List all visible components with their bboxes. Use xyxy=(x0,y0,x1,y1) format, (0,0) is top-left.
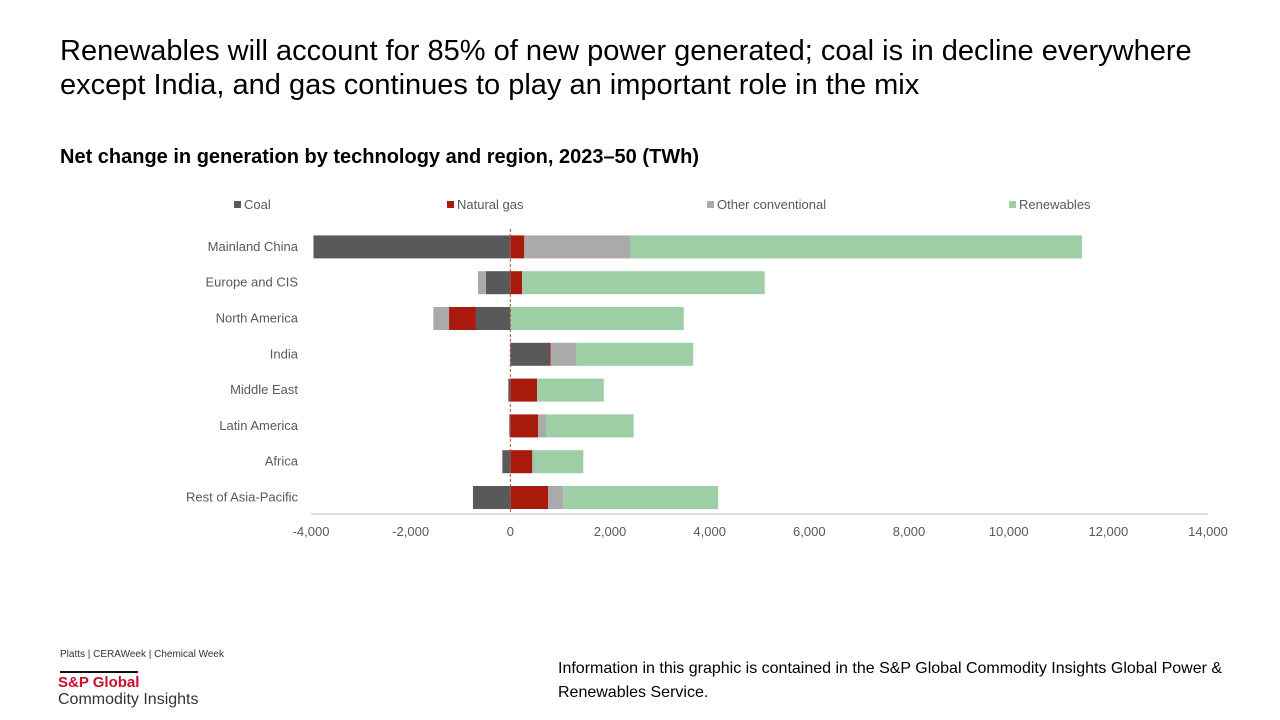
bar-natural-gas xyxy=(510,271,523,295)
category-label: India xyxy=(270,346,299,361)
x-tick-label: 6,000 xyxy=(793,524,826,539)
x-tick-label: 14,000 xyxy=(1188,524,1228,539)
bar-natural-gas xyxy=(510,414,539,438)
legend-swatch-natural-gas xyxy=(447,201,454,208)
bar-natural-gas xyxy=(510,378,537,402)
bar-natural-gas xyxy=(510,486,549,509)
bar-coal xyxy=(472,486,511,509)
bar-other-conventional xyxy=(524,235,631,259)
legend-swatch-coal xyxy=(234,201,241,208)
x-tick-label: 0 xyxy=(507,524,514,539)
bar-other-conventional xyxy=(433,307,450,330)
bar-natural-gas xyxy=(449,307,476,330)
bar-other-conventional xyxy=(550,342,577,366)
bar-natural-gas xyxy=(510,450,533,474)
logo-divider xyxy=(60,671,138,673)
category-label: Latin America xyxy=(219,418,299,433)
bar-renewables xyxy=(522,271,765,295)
bar-coal xyxy=(485,271,511,295)
bar-renewables xyxy=(576,342,694,366)
category-label: Middle East xyxy=(230,382,298,397)
slide-title: Renewables will account for 85% of new p… xyxy=(60,35,1192,101)
bar-renewables xyxy=(533,450,584,474)
category-label: Mainland China xyxy=(208,239,299,254)
bar-other-conventional xyxy=(477,271,486,295)
legend-label: Coal xyxy=(244,197,271,212)
source-note: Information in this graphic is contained… xyxy=(558,660,1223,701)
legend-label: Other conventional xyxy=(717,197,826,212)
legend-label: Natural gas xyxy=(457,197,524,212)
bar-other-conventional xyxy=(532,450,534,474)
logo-commodity-insights: Commodity Insights xyxy=(58,691,199,708)
category-label: North America xyxy=(216,311,299,326)
x-tick-label: 8,000 xyxy=(893,524,926,539)
bar-coal xyxy=(510,342,550,366)
category-label: Africa xyxy=(265,454,299,469)
bar-renewables xyxy=(510,307,684,330)
legend-label: Renewables xyxy=(1019,197,1091,212)
legend-swatch-renewables xyxy=(1009,201,1016,208)
bar-other-conventional xyxy=(548,486,564,509)
x-tick-label: 4,000 xyxy=(693,524,726,539)
bar-renewables xyxy=(536,378,604,402)
x-tick-label: 2,000 xyxy=(594,524,627,539)
x-tick-label: -4,000 xyxy=(293,524,330,539)
legend-swatch-other-conventional xyxy=(707,201,714,208)
brand-list: Platts | CERAWeek | Chemical Week xyxy=(60,649,224,660)
bar-coal xyxy=(313,235,511,259)
bar-natural-gas xyxy=(549,342,551,366)
bar-renewables xyxy=(545,414,634,438)
bar-coal xyxy=(475,307,511,330)
bar-renewables xyxy=(630,235,1082,259)
bar-natural-gas xyxy=(510,235,525,259)
chart-title: Net change in generation by technology a… xyxy=(60,146,699,168)
category-label: Europe and CIS xyxy=(205,275,298,290)
bar-coal xyxy=(508,378,511,402)
bar-renewables xyxy=(563,486,719,509)
x-tick-label: 10,000 xyxy=(989,524,1029,539)
logo-sp-global: S&P Global xyxy=(58,674,140,691)
bar-other-conventional xyxy=(538,414,546,438)
bar-coal xyxy=(502,450,511,474)
category-label: Rest of Asia-Pacific xyxy=(186,490,298,505)
x-tick-label: 12,000 xyxy=(1088,524,1128,539)
x-tick-label: -2,000 xyxy=(392,524,429,539)
